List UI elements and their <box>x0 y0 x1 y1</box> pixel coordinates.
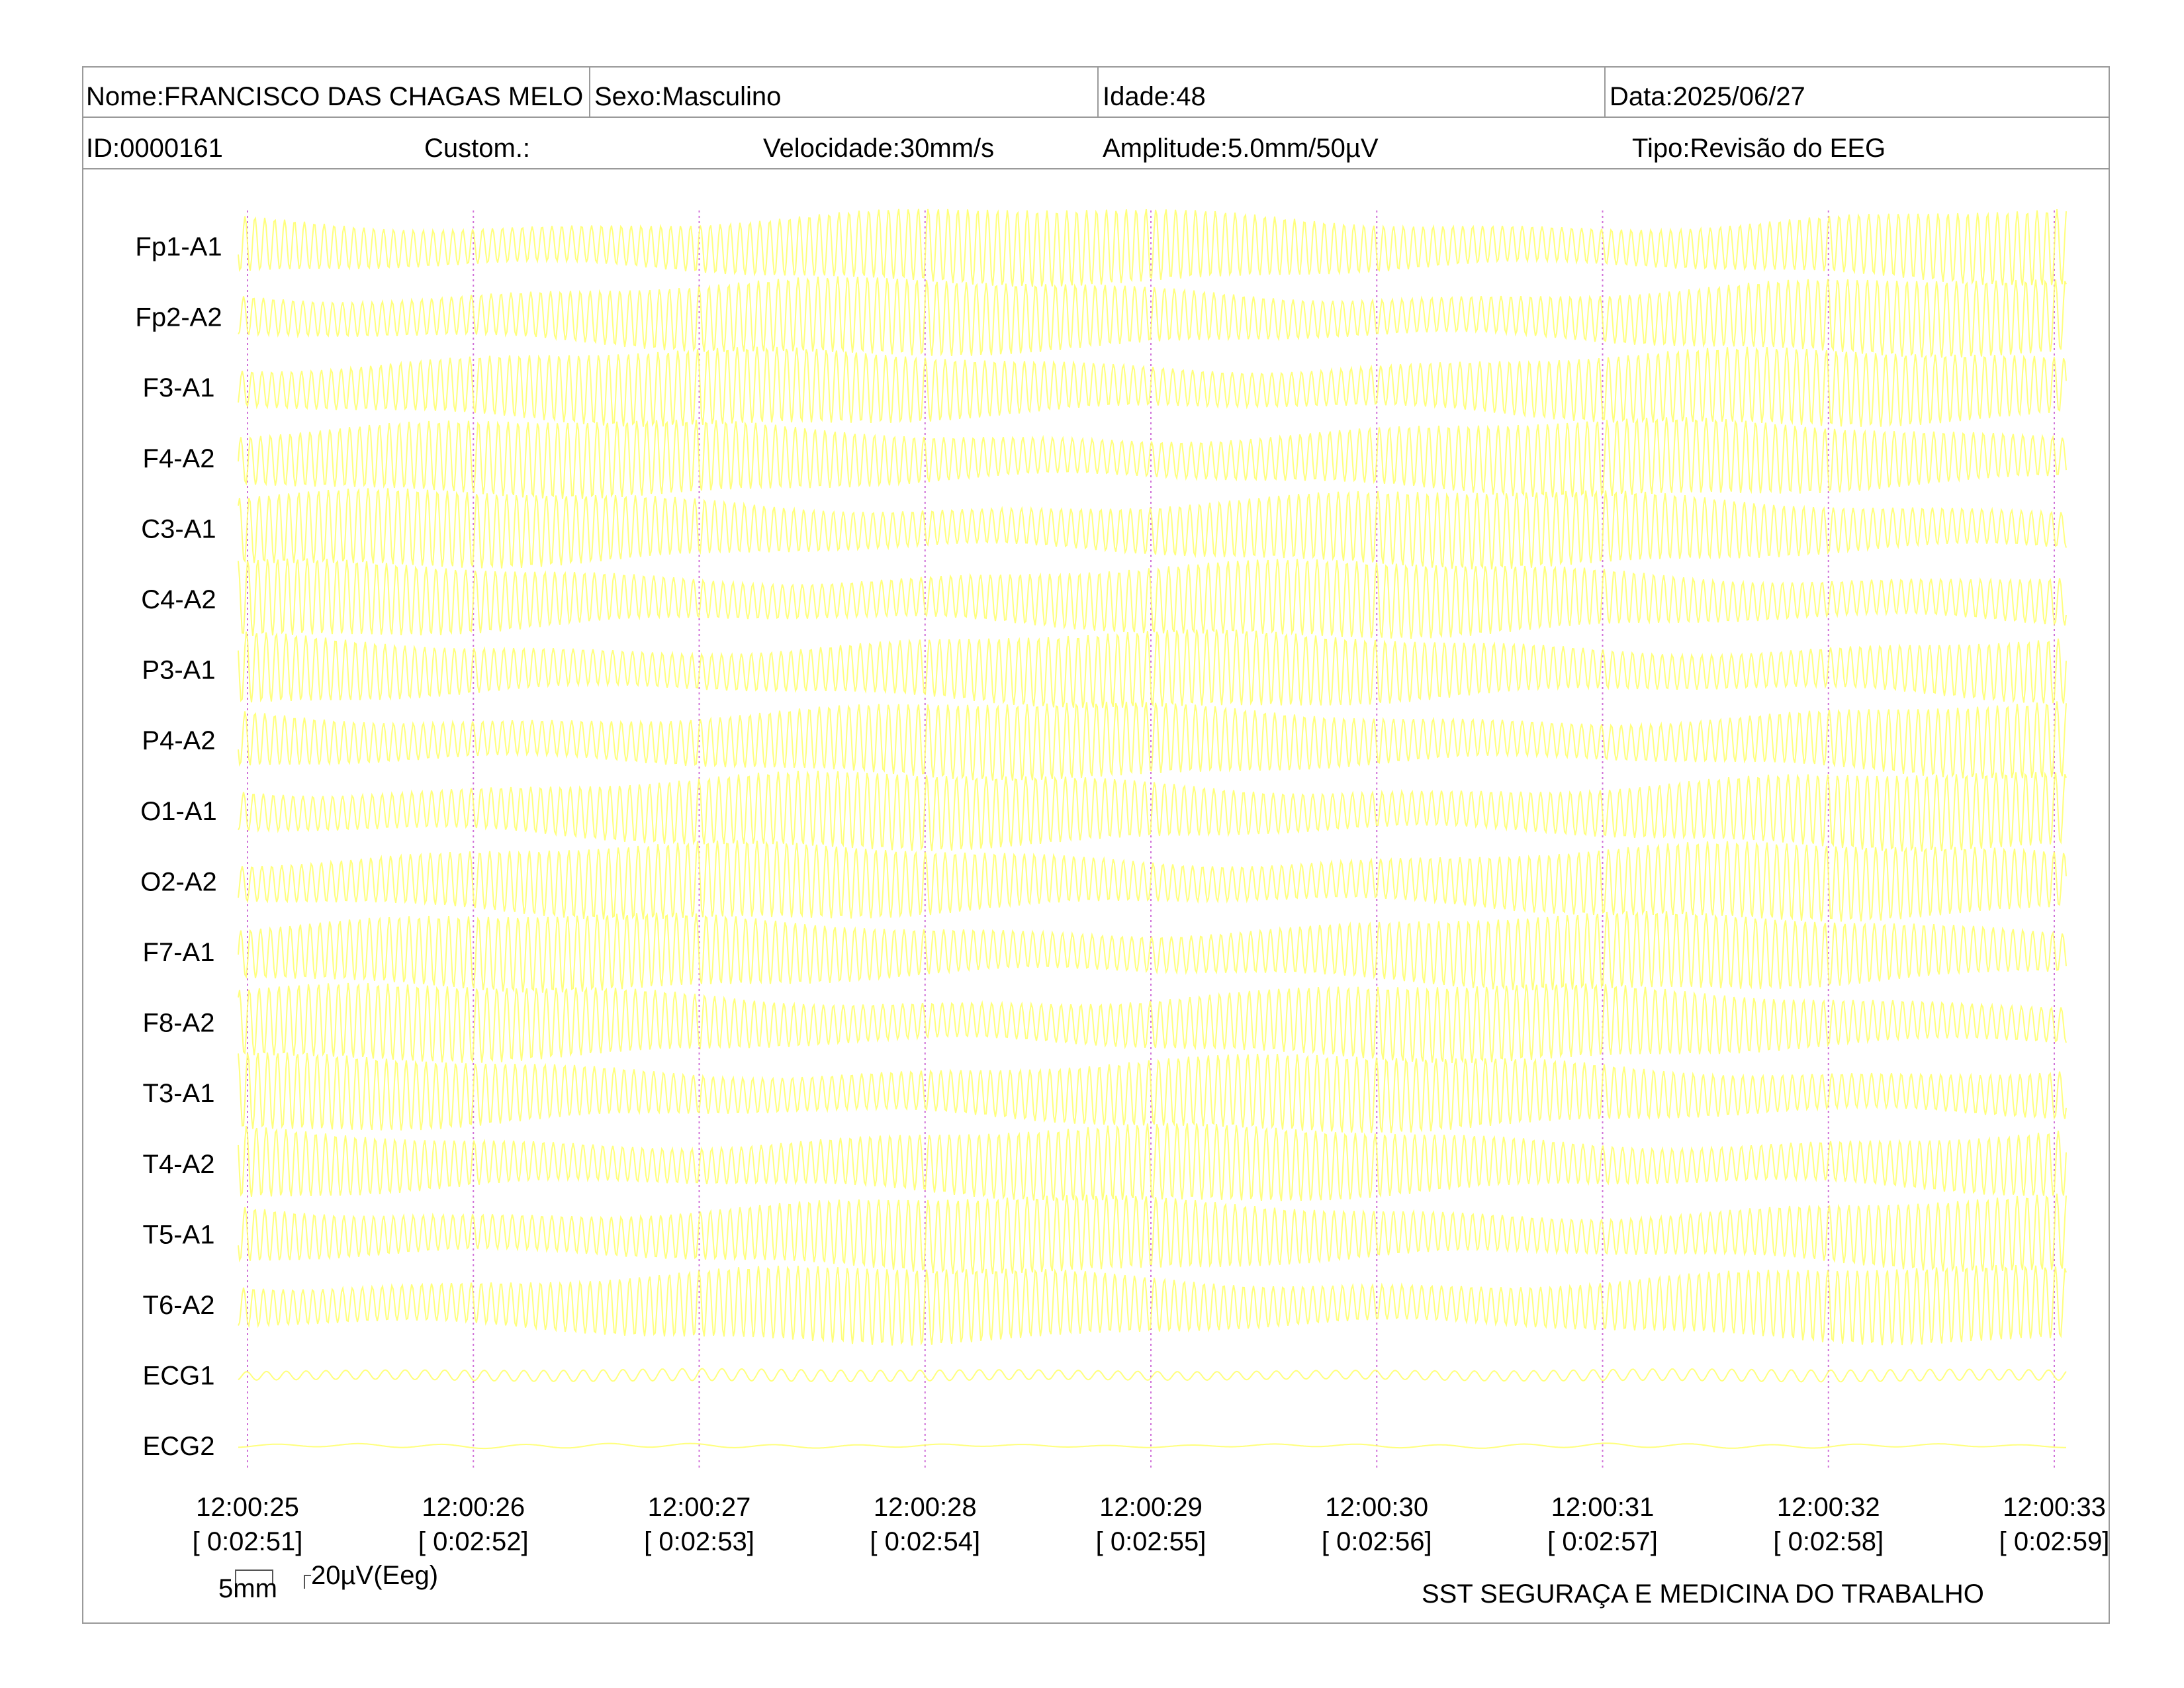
eeg-trace <box>238 1442 2066 1450</box>
time-label: 12:00:28 <box>874 1493 977 1522</box>
header-row-recording: ID:0000161 Custom.: Velocidade:30mm/s Am… <box>82 118 2110 169</box>
channel-label: F4-A2 <box>143 444 215 473</box>
channel-label: P4-A2 <box>142 726 215 755</box>
header-divider <box>589 66 590 118</box>
second-markers <box>247 211 2055 1471</box>
channel-label: T5-A1 <box>143 1220 215 1249</box>
eeg-trace <box>238 1052 2067 1133</box>
patient-name: Nome:FRANCISCO DAS CHAGAS MELO <box>86 82 584 111</box>
channel-label: T3-A1 <box>143 1079 215 1108</box>
patient-id: ID:0000161 <box>86 134 223 163</box>
elapsed-time-label: [ 0:02:53] <box>644 1527 754 1556</box>
eeg-trace <box>238 417 2067 499</box>
time-axis-labels: 12:00:25 [ 0:02:51] 12:00:26 [ 0:02:52] 12:0… <box>193 1493 2110 1556</box>
eeg-trace <box>238 1264 2067 1346</box>
elapsed-time-label: [ 0:02:54] <box>870 1527 980 1556</box>
channel-label: F3-A1 <box>143 373 215 402</box>
report-frame <box>82 66 2110 1624</box>
speed-setting: Velocidade:30mm/s <box>763 134 995 163</box>
eeg-trace <box>238 276 2067 359</box>
scale-bar <box>235 1570 311 1589</box>
eeg-trace <box>238 1194 2067 1275</box>
scale-time-label: 5mm <box>218 1574 277 1603</box>
time-label: 12:00:29 <box>1099 1493 1203 1522</box>
elapsed-time-label: [ 0:02:59] <box>1999 1527 2110 1556</box>
amplitude-setting: Amplitude:5.0mm/50µV <box>1103 134 1379 163</box>
elapsed-time-label: [ 0:02:58] <box>1773 1527 1884 1556</box>
eeg-trace <box>238 209 2067 287</box>
elapsed-time-label: [ 0:02:56] <box>1322 1527 1432 1556</box>
eeg-trace <box>238 982 2067 1064</box>
time-label: 12:00:27 <box>648 1493 751 1522</box>
eeg-trace <box>238 701 2067 781</box>
organization-name: SST SEGURAÇA E MEDICINA DO TRABALHO <box>1422 1579 1984 1609</box>
channel-label: C4-A2 <box>141 585 216 614</box>
channel-label: F8-A2 <box>143 1009 215 1038</box>
channel-label: O1-A1 <box>140 797 217 826</box>
exam-date: Data:2025/06/27 <box>1610 82 1805 111</box>
eeg-trace <box>238 770 2067 852</box>
header-divider <box>1604 66 1606 118</box>
channel-label: T4-A2 <box>143 1150 215 1179</box>
time-label: 12:00:31 <box>1551 1493 1655 1522</box>
channel-label: Fp2-A2 <box>135 303 222 332</box>
patient-sex: Sexo:Masculino <box>594 82 782 111</box>
channel-label: F7-A1 <box>143 938 215 967</box>
review-type: Tipo:Revisão do EEG <box>1632 134 1886 163</box>
elapsed-time-label: [ 0:02:55] <box>1096 1527 1206 1556</box>
header-row-patient: Nome:FRANCISCO DAS CHAGAS MELO Sexo:Masc… <box>82 66 2110 118</box>
channel-label: ECG2 <box>143 1432 215 1461</box>
channel-label: O2-A2 <box>140 867 217 896</box>
channel-labels: Fp1-A1 Fp2-A2 F3-A1 F4-A2 C3-A1 C4-A2 P3-A1 P4-… <box>135 232 222 1461</box>
channel-label: ECG1 <box>143 1362 215 1391</box>
channel-label: C3-A1 <box>141 514 216 543</box>
eeg-trace <box>238 1123 2067 1201</box>
eeg-trace <box>238 629 2067 708</box>
time-label: 12:00:32 <box>1777 1493 1880 1522</box>
elapsed-time-label: [ 0:02:52] <box>418 1527 529 1556</box>
time-label: 12:00:26 <box>422 1493 525 1522</box>
scale-amplitude-label: 20µV(Eeg) <box>311 1561 439 1590</box>
time-label: 12:00:25 <box>196 1493 299 1522</box>
time-label: 12:00:30 <box>1325 1493 1428 1522</box>
eeg-trace <box>238 840 2067 922</box>
eeg-traces <box>238 209 2067 1450</box>
time-label: 12:00:33 <box>2003 1493 2106 1522</box>
eeg-trace <box>238 910 2067 993</box>
eeg-trace <box>238 558 2067 639</box>
elapsed-time-label: [ 0:02:51] <box>193 1527 303 1556</box>
channel-label: Fp1-A1 <box>135 232 222 261</box>
patient-age: Idade:48 <box>1103 82 1206 111</box>
channel-label: T6-A2 <box>143 1291 215 1320</box>
channel-label: P3-A1 <box>142 656 215 685</box>
elapsed-time-label: [ 0:02:57] <box>1547 1527 1658 1556</box>
eeg-trace <box>238 488 2067 570</box>
eeg-trace <box>238 1368 2067 1383</box>
custom-field: Custom.: <box>424 134 531 163</box>
eeg-trace <box>238 346 2067 427</box>
header-divider <box>1097 66 1099 118</box>
